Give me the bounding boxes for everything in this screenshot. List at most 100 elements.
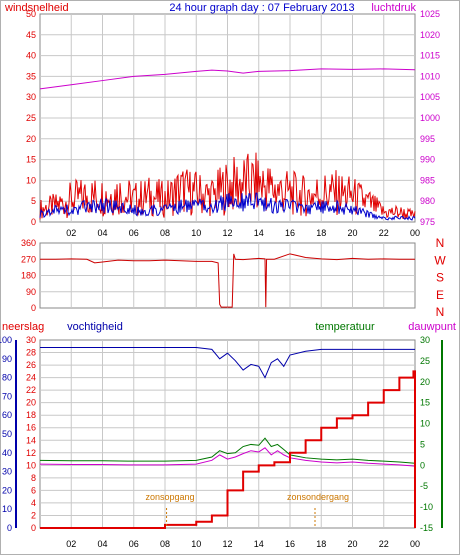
y-tick-label-rain: 28: [26, 348, 36, 358]
series-wind-direction: [40, 253, 415, 308]
x-axis-labels-bottom: 02 04 06 08 10 12 14 16 18 20 22 00: [66, 539, 420, 549]
y-tick-label-left: 90: [26, 287, 36, 297]
y-tick-label-rain: 6: [31, 485, 36, 495]
y-tick-label-rain: 4: [31, 498, 36, 508]
x-tick-label: 14: [254, 228, 264, 238]
y-tick-label-rain: 20: [26, 398, 36, 408]
label-temperatuur: temperatuur: [315, 321, 375, 333]
x-tick-label: 20: [347, 228, 357, 238]
y-tick-label-humidity: 60: [2, 410, 12, 420]
x-tick-label: 10: [191, 228, 201, 238]
y-tick-label-left: 15: [26, 155, 36, 165]
y-tick-label-temperature: 20: [420, 377, 430, 387]
x-tick-label: 06: [129, 539, 139, 549]
y-tick-label-rain: 10: [26, 460, 36, 470]
chart-title: 24 hour graph day : 07 February 2013: [169, 2, 354, 14]
y-tick-label-left: 10: [26, 175, 36, 185]
x-tick-label: 16: [285, 539, 295, 549]
y-tick-label-right: 1005: [420, 92, 440, 102]
x-tick-label: 16: [285, 228, 295, 238]
wind-direction-letter: N: [436, 305, 445, 319]
y-tick-label-temperature: 0: [420, 460, 425, 470]
y-tick-label-right: 1015: [420, 51, 440, 61]
x-tick-label: 08: [160, 228, 170, 238]
x-tick-label: 10: [191, 539, 201, 549]
y-tick-label-right: 1000: [420, 113, 440, 123]
line-windrichting: [40, 253, 415, 308]
y-tick-label-left: 270: [21, 254, 36, 264]
x-tick-label: 00: [410, 539, 420, 549]
line-windsnelheid-avg: [39, 192, 416, 221]
y-tick-label-right: 1010: [420, 71, 440, 81]
wind-direction-letter: N: [436, 236, 445, 250]
y-tick-label-temperature: 10: [420, 419, 430, 429]
y-tick-label-humidity: 100: [0, 335, 12, 345]
y-tick-label-right: 985: [420, 175, 435, 185]
y-tick-label-humidity: 50: [2, 429, 12, 439]
header-right-label: luchtdruk: [371, 2, 416, 14]
y-tick-label-rain: 8: [31, 473, 36, 483]
y-tick-label-left: 0: [31, 217, 36, 227]
line-neerslag: [40, 370, 416, 529]
x-tick-label: 14: [254, 539, 264, 549]
y-tick-label-temperature: -5: [420, 481, 428, 491]
y-tick-label-temperature: 15: [420, 398, 430, 408]
wind-direction-letter: S: [436, 271, 444, 285]
line-vochtigheid: [40, 347, 415, 379]
series-wind-pressure: [39, 68, 416, 221]
x-tick-label: 18: [316, 228, 326, 238]
y-tick-label-right: 995: [420, 134, 435, 144]
x-tick-label: 00: [410, 228, 420, 238]
y-tick-label-humidity: 10: [2, 504, 12, 514]
y-tick-label-left: 180: [21, 271, 36, 281]
series-humidity-temperature: [39, 347, 416, 529]
x-tick-label: 22: [379, 228, 389, 238]
y-tick-label-left: 0: [31, 303, 36, 313]
x-tick-label: 22: [379, 539, 389, 549]
y-tick-label-left: 360: [21, 238, 36, 248]
y-tick-label-rain: 2: [31, 510, 36, 520]
y-tick-label-rain: 24: [26, 373, 36, 383]
line-temperatuur: [39, 437, 416, 464]
y-tick-label-rain: 26: [26, 360, 36, 370]
wind-direction-letter: W: [434, 253, 446, 267]
y-tick-label-rain: 0: [31, 523, 36, 533]
y-tick-label-humidity: 80: [2, 373, 12, 383]
line-dauwpunt: [39, 447, 416, 467]
y-tick-label-temperature: -15: [420, 523, 433, 533]
y-tick-label-humidity: 40: [2, 448, 12, 458]
sun-markers: [166, 508, 316, 528]
y-tick-label-right: 980: [420, 196, 435, 206]
x-tick-label: 20: [347, 539, 357, 549]
x-tick-label: 06: [129, 228, 139, 238]
x-tick-label: 12: [222, 539, 232, 549]
y-tick-label-left: 5: [31, 196, 36, 206]
x-tick-label: 02: [66, 228, 76, 238]
x-tick-label: 04: [97, 228, 107, 238]
y-tick-label-left: 25: [26, 113, 36, 123]
label-neerslag: neerslag: [2, 321, 44, 333]
y-tick-label-rain: 12: [26, 448, 36, 458]
y-tick-label-humidity: 90: [2, 354, 12, 364]
y-tick-label-temperature: 25: [420, 356, 430, 366]
line-windsnelheid: [39, 152, 416, 220]
y-tick-label-temperature: -10: [420, 502, 433, 512]
y-tick-label-humidity: 0: [7, 523, 12, 533]
y-tick-label-right: 975: [420, 217, 435, 227]
y-tick-label-left: 45: [26, 30, 36, 40]
x-tick-label: 02: [66, 539, 76, 549]
y-tick-label-rain: 18: [26, 410, 36, 420]
x-tick-label: 08: [160, 539, 170, 549]
x-tick-label: 04: [97, 539, 107, 549]
y-tick-label-left: 40: [26, 51, 36, 61]
line-luchtdruk: [39, 68, 416, 90]
ticks-wind-pressure: 0 975 5 980 10 985 15 990 20 995 25 1000 30 1005 35 101…: [26, 9, 440, 227]
y-tick-label-rain: 14: [26, 435, 36, 445]
header-left-label: windsnelheid: [4, 2, 69, 14]
y-tick-label-temperature: 5: [420, 439, 425, 449]
x-tick-label: 12: [222, 228, 232, 238]
label-vochtigheid: vochtigheid: [67, 321, 123, 333]
y-tick-label-temperature: 30: [420, 335, 430, 345]
